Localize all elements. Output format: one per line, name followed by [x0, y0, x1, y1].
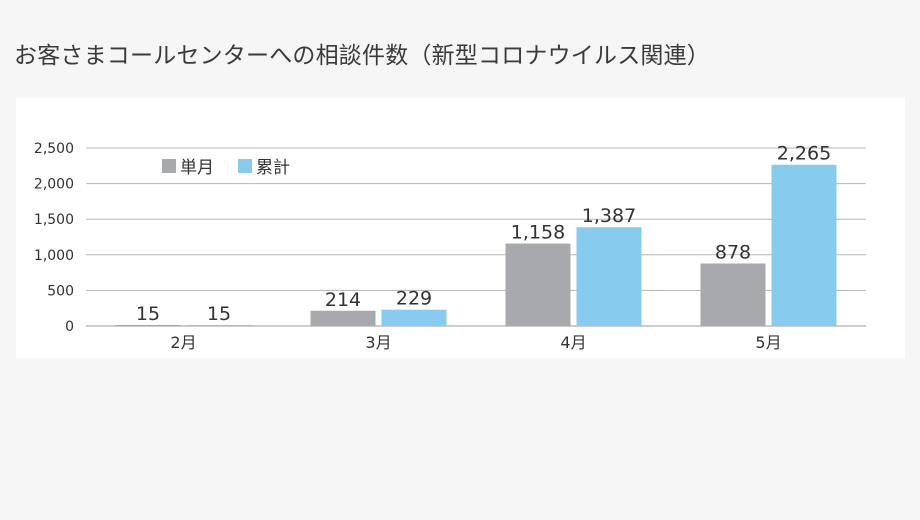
legend-swatch — [162, 159, 176, 173]
x-tick-label: 3月 — [365, 333, 391, 352]
data-label: 2,265 — [777, 143, 831, 165]
bar-chart: 0 500 1,000 1,500 2,000 2,500 15 15 2月 214 229 3月 1,… — [34, 141, 866, 352]
y-tick-label: 2,000 — [34, 177, 74, 193]
bar-累計 — [576, 227, 642, 326]
y-tick-label: 1,500 — [34, 212, 74, 228]
bar-累計 — [186, 324, 252, 326]
x-tick-label: 2月 — [170, 333, 196, 352]
chart-panel: 0 500 1,000 1,500 2,000 2,500 15 15 2月 214 229 3月 1,… — [16, 98, 905, 358]
bar-単月 — [505, 243, 571, 326]
bar-単月 — [115, 324, 181, 326]
data-label: 15 — [207, 303, 231, 325]
legend-label: 累計 — [256, 158, 290, 178]
x-tick-label: 4月 — [560, 333, 586, 352]
bar-累計 — [381, 309, 447, 326]
y-tick-label: 500 — [47, 283, 74, 299]
y-tick-label: 1,000 — [34, 248, 74, 264]
data-label: 15 — [136, 303, 160, 325]
bar-単月 — [310, 310, 376, 326]
legend-swatch — [238, 159, 252, 173]
data-label: 1,387 — [582, 205, 636, 227]
bar-累計 — [771, 164, 837, 326]
x-tick-label: 5月 — [755, 333, 781, 352]
bar-単月 — [700, 263, 766, 326]
data-label: 878 — [715, 241, 751, 263]
data-label: 214 — [325, 289, 361, 311]
y-tick-label: 2,500 — [34, 141, 74, 157]
chart-title: お客さまコールセンターへの相談件数（新型コロナウイルス関連） — [14, 43, 710, 69]
data-label: 229 — [396, 288, 432, 310]
legend-label: 単月 — [180, 158, 214, 178]
y-tick-label: 0 — [65, 319, 74, 335]
data-label: 1,158 — [511, 222, 565, 244]
